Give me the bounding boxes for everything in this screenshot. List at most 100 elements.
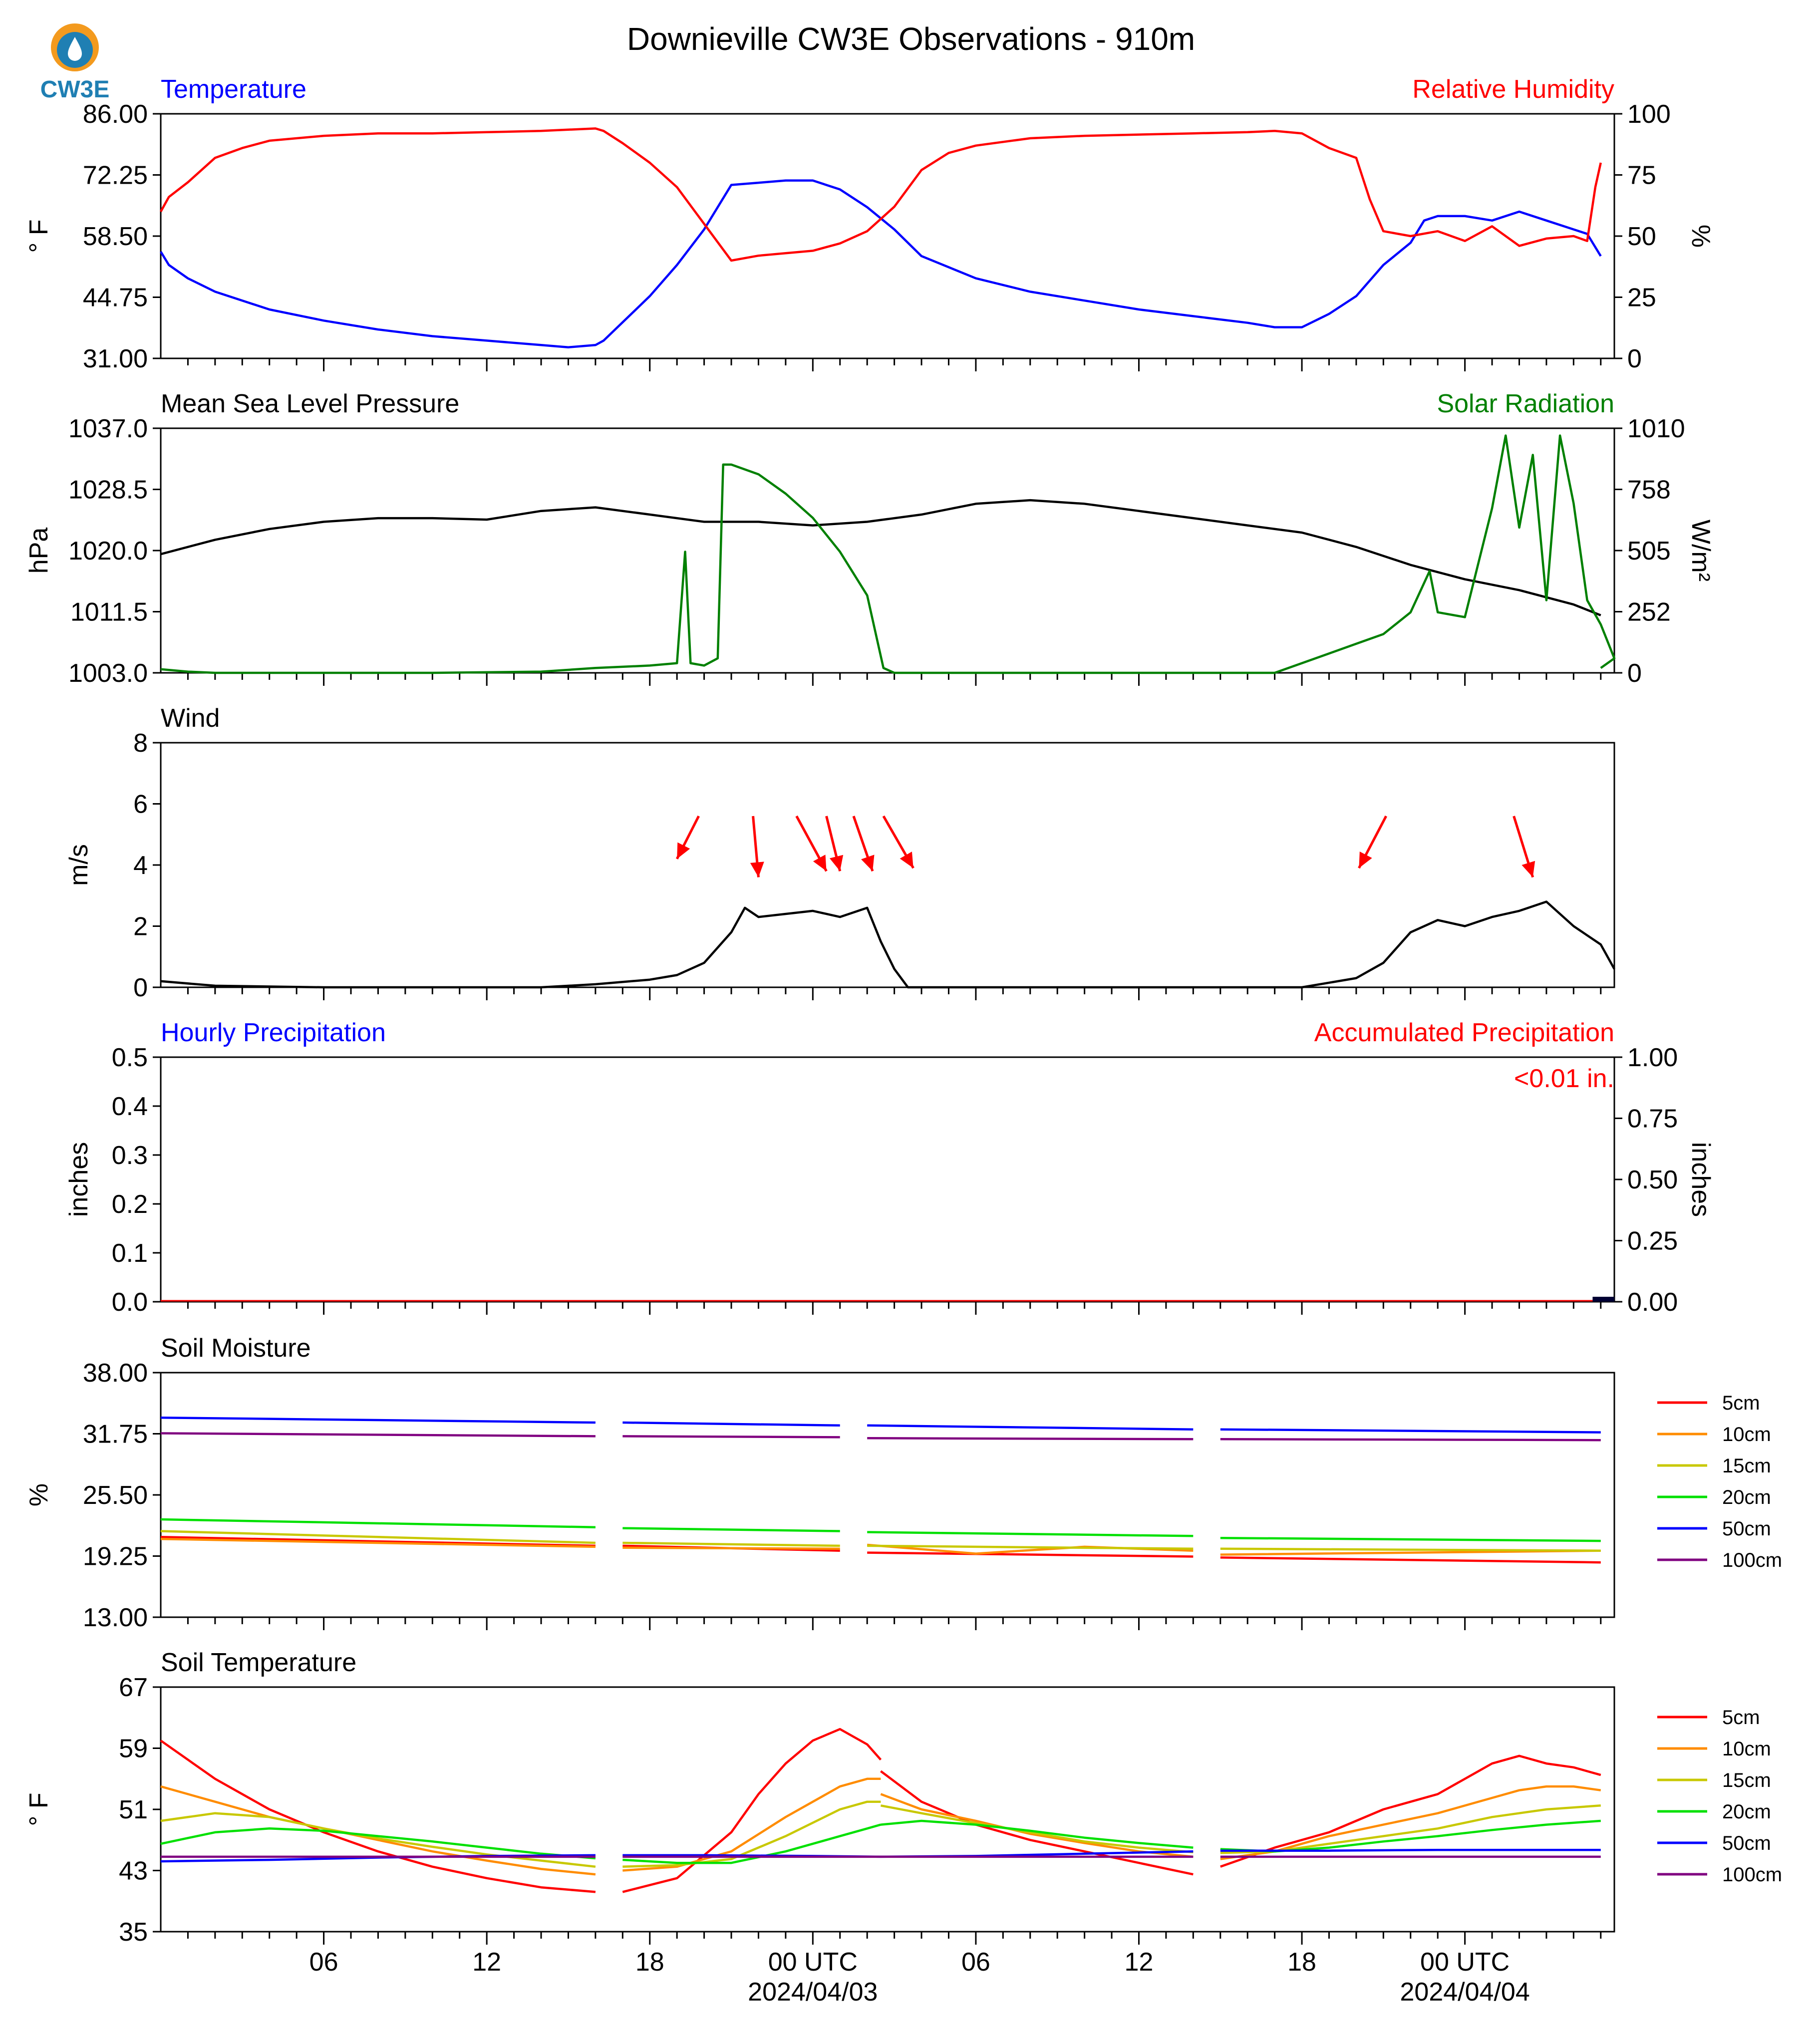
y-tick-label-left: 0.0 — [112, 1288, 148, 1317]
y-tick-label-left: 25.50 — [83, 1481, 148, 1510]
series-line-right — [160, 434, 1616, 674]
y-axis-label-right: % — [1686, 225, 1715, 248]
series-line-20cm — [160, 1518, 1601, 1542]
panel-frame — [160, 1686, 1615, 1933]
legend-label: 20cm — [1722, 1801, 1771, 1823]
wind-arrowhead-icon — [813, 855, 827, 871]
panel-frame — [160, 427, 1615, 674]
chart-panels: 31.00 44.75 58.50 72.25 86.00 0 25 50 75 100 Tempe… — [24, 75, 1782, 2007]
y-tick-label-left: 13.00 — [83, 1603, 148, 1632]
panel-title-left: Soil Moisture — [161, 1334, 311, 1363]
y-axis-label-right: inches — [1686, 1142, 1715, 1217]
y-tick-label-left: 1011.5 — [70, 598, 148, 627]
x-tick-label: 18 — [635, 1948, 664, 1977]
panel-title-right: Accumulated Precipitation — [1314, 1018, 1614, 1047]
panel-title-right: Relative Humidity — [1412, 75, 1614, 104]
y-tick-label-left: 1020.0 — [68, 537, 148, 566]
panel-frame — [160, 1056, 1615, 1303]
series-line-15cm — [160, 1800, 1601, 1868]
y-tick-label-right: 252 — [1627, 598, 1671, 627]
y-tick-label-left: 35 — [119, 1918, 148, 1947]
logo-text: CW3E — [40, 76, 110, 103]
y-tick-label-right: 50 — [1627, 222, 1656, 251]
wind-arrowhead-icon — [829, 855, 844, 871]
y-tick-label-left: 86.00 — [83, 100, 148, 129]
y-tick-label-left: 2 — [133, 912, 148, 941]
y-tick-label-left: 4 — [133, 851, 148, 880]
precip-annotation: <0.01 in. — [1514, 1064, 1614, 1093]
panel-soil_temperature: 35 43 51 59 67 Soil Temperature ° F 5cm 10cm 15cm… — [24, 1648, 1782, 1947]
series-line-left — [160, 900, 1615, 989]
legend-label: 50cm — [1722, 1832, 1771, 1854]
cw3e-logo: CW3E — [40, 23, 110, 103]
panel-soil_moisture: 13.00 19.25 25.50 31.75 38.00 Soil Moisture% 5… — [24, 1334, 1782, 1632]
y-tick-label-right: 0.25 — [1627, 1227, 1678, 1256]
panel-title-right: Solar Radiation — [1437, 389, 1614, 418]
y-tick-label-right: 75 — [1627, 161, 1656, 190]
y-tick-label-right: 100 — [1627, 100, 1671, 129]
y-axis-label-left: ° F — [24, 1792, 53, 1826]
wind-arrowhead-icon — [1521, 861, 1535, 877]
hourly-precip-bar — [1592, 1297, 1614, 1302]
x-tick-label: 18 — [1287, 1948, 1316, 1977]
y-tick-label-left: 1003.0 — [68, 659, 148, 688]
panel-frame — [160, 742, 1615, 988]
legend-label: 50cm — [1722, 1518, 1771, 1540]
y-tick-label-left: 0 — [133, 973, 148, 1002]
y-tick-label-right: 758 — [1627, 476, 1671, 505]
panel-pressure_solar: 1003.0 1011.5 1020.0 1028.5 1037.0 0 252 505 758… — [24, 389, 1715, 688]
x-date-label: 2024/04/03 — [748, 1978, 878, 2007]
series-line-10cm — [160, 1777, 1601, 1876]
series-line-10cm — [160, 1537, 1601, 1556]
y-tick-label-right: 0.50 — [1627, 1165, 1678, 1194]
legend-label: 15cm — [1722, 1769, 1771, 1791]
y-tick-label-left: 72.25 — [83, 161, 148, 190]
y-tick-label-right: 25 — [1627, 284, 1656, 312]
x-tick-label: 06 — [309, 1948, 338, 1977]
y-tick-label-left: 0.3 — [112, 1141, 148, 1170]
y-tick-label-left: 31.75 — [83, 1420, 148, 1449]
panel-title-left: Hourly Precipitation — [161, 1018, 386, 1047]
series-line-100cm — [160, 1432, 1601, 1442]
legend-label: 5cm — [1722, 1392, 1760, 1414]
panel-title-left: Wind — [161, 704, 220, 733]
chart-title: Downieville CW3E Observations - 910m — [627, 21, 1195, 57]
panel-temperature_rh: 31.00 44.75 58.50 72.25 86.00 0 25 50 75 100 Tempe… — [24, 75, 1715, 373]
y-axis-label-left: hPa — [24, 528, 53, 574]
y-tick-label-right: 0 — [1627, 659, 1642, 688]
y-tick-label-left: 1028.5 — [68, 476, 148, 505]
wind-arrowhead-icon — [861, 855, 875, 871]
y-tick-label-left: 44.75 — [83, 284, 148, 312]
y-tick-label-right: 0.75 — [1627, 1105, 1678, 1134]
legend-label: 100cm — [1722, 1864, 1782, 1886]
y-tick-label-left: 0.4 — [112, 1092, 148, 1121]
y-tick-label-right: 0.00 — [1627, 1288, 1678, 1317]
y-tick-label-left: 0.2 — [112, 1190, 148, 1219]
y-tick-label-right: 0 — [1627, 344, 1642, 373]
series-line-50cm — [160, 1416, 1601, 1434]
logo-water-drop-icon — [68, 37, 82, 61]
panel-frame — [160, 113, 1615, 359]
x-tick-label: 00 UTC — [1420, 1948, 1510, 1977]
x-tick-label: 00 UTC — [768, 1948, 858, 1977]
legend-label: 15cm — [1722, 1455, 1771, 1477]
x-date-label: 2024/04/04 — [1400, 1978, 1530, 2007]
panel-title-left: Soil Temperature — [161, 1648, 356, 1677]
series-line-15cm — [160, 1530, 1601, 1552]
panel-title-left: Temperature — [161, 75, 306, 104]
series-line-20cm — [160, 1819, 1601, 1864]
y-tick-label-left: 0.1 — [112, 1239, 148, 1268]
series-line-left — [160, 499, 1601, 616]
y-axis-label-left: inches — [64, 1142, 93, 1217]
y-tick-label-left: 51 — [119, 1795, 148, 1824]
x-tick-label: 06 — [961, 1948, 990, 1977]
wind-arrowhead-icon — [1359, 852, 1372, 869]
legend-label: 5cm — [1722, 1707, 1760, 1729]
wind-arrowhead-icon — [750, 862, 764, 877]
y-tick-label-left: 67 — [119, 1673, 148, 1702]
y-tick-label-left: 58.50 — [83, 222, 148, 251]
x-tick-label: 12 — [472, 1948, 501, 1977]
y-tick-label-left: 43 — [119, 1857, 148, 1886]
y-axis-label-left: ° F — [24, 219, 53, 253]
